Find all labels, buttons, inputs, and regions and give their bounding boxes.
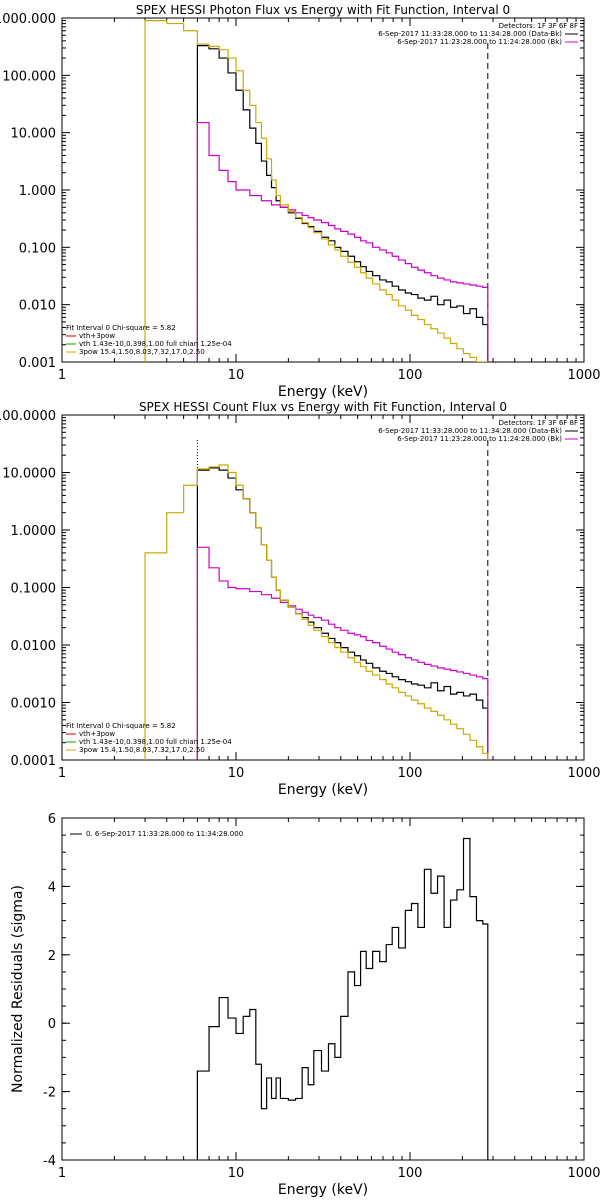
photon-flux-panel: SPEX HESSI Photon Flux vs Energy with Fi… [0,3,600,400]
legend-entry: 6-Sep-2017 11:23:28.000 to 11:24:28.000 … [397,38,562,46]
y-tick-label: 0.0001 [11,754,57,769]
detectors-label: Detectors: 1F 3F 6F 8F [499,419,578,427]
x-tick-label: 10 [228,1166,245,1181]
plot-frame [61,414,585,761]
legend-entry: 3pow 15.4,1.50,8.03,7.32,17.0,2.50 [79,348,205,356]
y-tick-label: 0.0010 [11,697,57,712]
y-tick-label: 0 [48,1017,56,1032]
legend-entry: vth+3pow [79,332,115,340]
x-tick-label: 10 [228,368,245,383]
y-tick-label: 1000.000 [0,12,56,27]
series-3pow-line [144,464,489,760]
legend-entry: 6-Sep-2017 11:23:28.000 to 11:24:28.000 … [397,435,562,443]
y-axis-label: Normalized Residuals (sigma) [10,885,26,1093]
x-tick-label: 1000 [567,1166,600,1181]
x-tick-label: 1 [58,766,66,781]
chart-title: SPEX HESSI Photon Flux vs Energy with Fi… [136,3,510,17]
count-flux-panel: SPEX HESSI Count Flux vs Energy with Fit… [0,400,600,798]
y-tick-label: 100.000 [2,69,56,84]
x-tick-label: 1 [58,1166,66,1181]
series-data-bk-line [196,45,489,362]
x-tick-label: 1000 [567,368,600,383]
x-axis-label: Energy (keV) [278,1182,368,1198]
plot-frame [61,17,585,363]
x-tick-label: 100 [398,368,423,383]
legend-entry: vth 1.43e-10,0.398,1.00 full chian 1.25e… [79,738,232,746]
y-tick-label: 10.0000 [2,467,56,482]
residuals-panel: 1 10 100 1000 Energy (keV) -4 -2 0 2 4 6 Normalized… [10,812,600,1198]
y-tick-label: 1.000 [19,184,56,199]
detectors-label: Detectors: 1F 3F 6F 8F [499,22,578,30]
legend-entry: 6-Sep-2017 11:33:28.000 to 11:34:28.000 … [378,427,562,435]
x-axis-label: Energy (keV) [278,384,368,400]
legend-entry: 6-Sep-2017 11:33:28.000 to 11:34:28.000 … [378,30,562,38]
y-tick-label: -4 [43,1154,56,1169]
y-tick-label: 6 [48,812,56,827]
fit-interval-label: Fit Interval 0 Chi-square = 5.82 [66,324,176,332]
legend-entry: vth+3pow [79,730,115,738]
x-tick-label: 100 [398,766,423,781]
y-tick-label: 0.001 [19,356,56,371]
plot-frame [61,817,585,1161]
x-tick-label: 10 [228,766,245,781]
fit-interval-label: Fit Interval 0 Chi-square = 5.82 [66,722,176,730]
legend-entry: 0. 6-Sep-2017 11:33:28.000 to 11:34:28.0… [86,830,243,838]
x-tick-label: 1 [58,368,66,383]
y-tick-label: 0.010 [19,299,56,314]
y-tick-label: -2 [43,1086,56,1101]
series-0-6-sep-2017-11-33-28-000-to-11-34-28-000-line [196,837,489,1160]
y-tick-label: 10.000 [11,127,57,142]
y-tick-label: 0.0100 [11,639,57,654]
y-tick-label: 4 [48,880,56,895]
x-tick-label: 100 [398,1166,423,1181]
series-bk-line [196,546,489,760]
series-bk-line [196,121,489,362]
legend-entry: 3pow 15.4,1.50,8.03,7.32,17.0,2.50 [79,746,205,754]
y-tick-label: 2 [48,949,56,964]
x-tick-label: 1000 [567,766,600,781]
chart-title: SPEX HESSI Count Flux vs Energy with Fit… [139,400,507,414]
y-tick-label: 1.0000 [11,524,57,539]
legend-entry: vth 1.43e-10,0.398,1.00 full chian 1.25e… [79,340,232,348]
y-tick-label: 100.0000 [0,409,56,424]
y-tick-label: 0.100 [19,241,56,256]
y-tick-label: 0.1000 [11,582,57,597]
series-3pow-line [144,20,488,362]
x-axis-label: Energy (keV) [278,782,368,798]
